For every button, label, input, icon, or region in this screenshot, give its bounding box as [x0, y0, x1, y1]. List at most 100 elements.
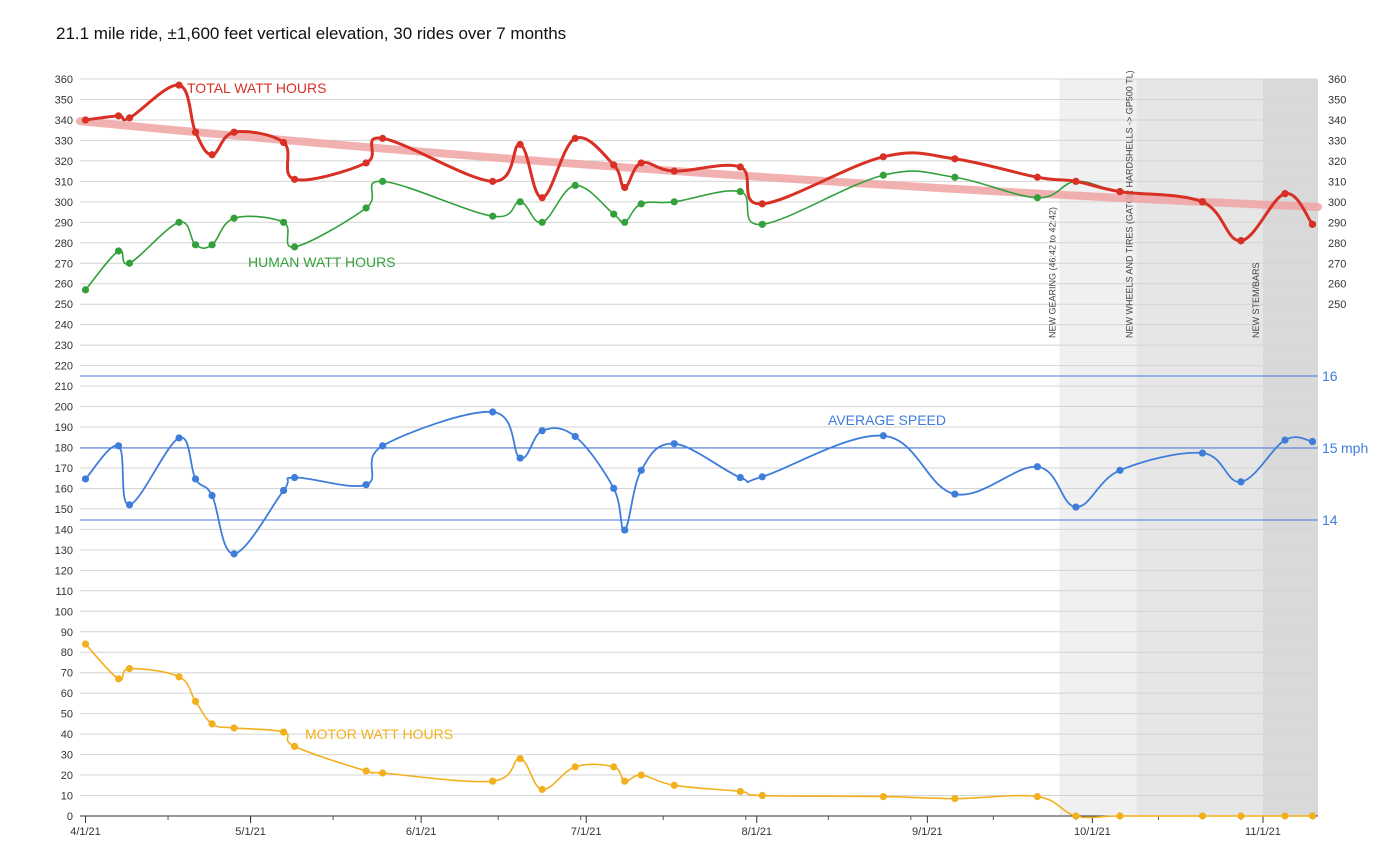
y-tick-label: 250	[55, 299, 73, 311]
data-point-total-watt-hours	[114, 112, 123, 120]
y2-tick-label: 270	[1328, 258, 1346, 270]
data-point-motor-watt-hours	[175, 673, 183, 681]
data-point-average-speed	[230, 550, 238, 558]
y-tick-label: 290	[55, 217, 73, 229]
data-point-average-speed	[879, 432, 887, 440]
data-point-total-watt-hours	[571, 134, 579, 142]
data-point-average-speed	[538, 427, 546, 435]
data-point-total-watt-hours	[279, 138, 288, 147]
y-tick-label: 210	[55, 381, 73, 393]
y2-tick-label: 260	[1328, 279, 1346, 291]
y-tick-label: 260	[55, 279, 73, 291]
data-point-motor-watt-hours	[637, 771, 645, 779]
data-point-total-watt-hours	[208, 151, 216, 159]
data-point-motor-watt-hours	[736, 787, 744, 796]
data-point-human-watt-hours	[516, 198, 524, 206]
data-point-motor-watt-hours	[758, 791, 766, 800]
data-point-total-watt-hours	[230, 128, 238, 136]
data-point-total-watt-hours	[1033, 173, 1041, 181]
data-point-average-speed	[1237, 478, 1245, 486]
data-point-total-watt-hours	[1308, 220, 1317, 228]
data-point-total-watt-hours	[1198, 198, 1207, 206]
data-point-total-watt-hours	[125, 114, 134, 122]
data-point-average-speed	[191, 475, 200, 483]
y-tick-label: 80	[61, 647, 73, 659]
data-point-human-watt-hours	[670, 198, 678, 206]
speed-unit-label: mph	[1341, 440, 1368, 456]
y-tick-label: 20	[61, 770, 73, 782]
y-tick-label: 350	[55, 94, 73, 106]
y-tick-label: 160	[55, 483, 73, 495]
x-tick-label: 5/1/21	[235, 826, 266, 838]
y2-tick-label: 280	[1328, 238, 1346, 250]
data-point-motor-watt-hours	[670, 781, 678, 789]
data-point-human-watt-hours	[951, 173, 959, 181]
data-point-average-speed	[362, 481, 370, 489]
data-point-average-speed	[610, 484, 618, 492]
data-point-human-watt-hours	[538, 218, 546, 226]
y-tick-label: 170	[55, 463, 73, 475]
data-point-total-watt-hours	[489, 177, 497, 185]
x-tick-label: 4/1/21	[70, 826, 101, 838]
y-tick-label: 240	[55, 320, 73, 332]
data-point-average-speed	[379, 442, 387, 450]
series-label-motor-watt-hours: MOTOR WATT HOURS	[305, 726, 453, 742]
y2-tick-label: 350	[1328, 94, 1346, 106]
data-point-motor-watt-hours	[489, 777, 497, 785]
speed-tick-label: 15	[1322, 440, 1338, 456]
data-point-average-speed	[290, 473, 299, 482]
y-tick-label: 330	[55, 135, 73, 147]
data-point-human-watt-hours	[736, 187, 744, 196]
data-point-human-watt-hours	[758, 220, 766, 228]
data-point-total-watt-hours	[362, 159, 370, 167]
chart-title: 21.1 mile ride, ±1,600 feet vertical ele…	[56, 24, 567, 43]
data-point-total-watt-hours	[736, 163, 744, 171]
data-point-motor-watt-hours	[621, 777, 629, 785]
speed-tick-label: 16	[1322, 368, 1338, 384]
data-point-human-watt-hours	[230, 214, 238, 222]
y2-tick-label: 360	[1328, 74, 1346, 86]
data-point-total-watt-hours	[670, 167, 678, 175]
data-point-motor-watt-hours	[362, 767, 370, 775]
data-point-motor-watt-hours	[290, 742, 299, 750]
y2-tick-label: 330	[1328, 135, 1346, 147]
data-point-average-speed	[758, 473, 766, 481]
data-point-motor-watt-hours	[114, 675, 123, 683]
series-label-total-watt-hours: TOTAL WATT HOURS	[187, 80, 327, 96]
data-point-human-watt-hours	[637, 200, 645, 208]
data-point-human-watt-hours	[208, 241, 216, 249]
y-tick-label: 220	[55, 361, 73, 373]
y-tick-label: 70	[61, 668, 73, 680]
data-point-average-speed	[175, 434, 183, 442]
y-tick-label: 310	[55, 176, 73, 188]
y-tick-label: 360	[55, 74, 73, 86]
data-point-average-speed	[81, 475, 90, 483]
y-tick-label: 120	[55, 565, 73, 577]
data-point-human-watt-hours	[621, 218, 629, 226]
annotation-label: NEW STEM/BARS	[1251, 262, 1261, 338]
series-label-human-watt-hours: HUMAN WATT HOURS	[248, 254, 396, 270]
y-tick-label: 200	[55, 402, 73, 414]
data-point-total-watt-hours	[879, 153, 887, 161]
x-tick-label: 11/1/21	[1245, 826, 1281, 838]
y2-tick-label: 340	[1328, 115, 1346, 127]
data-point-total-watt-hours	[1072, 177, 1080, 185]
data-point-human-watt-hours	[1033, 194, 1041, 202]
data-point-human-watt-hours	[362, 204, 370, 212]
data-point-total-watt-hours	[538, 194, 546, 202]
x-tick-label: 6/1/21	[406, 826, 437, 838]
data-point-average-speed	[489, 408, 497, 416]
data-point-average-speed	[1198, 449, 1207, 457]
data-point-average-speed	[1072, 503, 1080, 511]
y-tick-label: 90	[61, 627, 73, 639]
x-tick-label: 9/1/21	[912, 826, 943, 838]
data-point-average-speed	[1308, 437, 1317, 446]
data-point-motor-watt-hours	[1033, 792, 1041, 801]
data-point-human-watt-hours	[610, 210, 618, 218]
data-point-motor-watt-hours	[279, 728, 288, 736]
y-tick-label: 230	[55, 340, 73, 352]
x-tick-label: 8/1/21	[741, 826, 772, 838]
y-tick-label: 130	[55, 545, 73, 557]
y2-tick-label: 320	[1328, 156, 1346, 168]
data-point-human-watt-hours	[114, 247, 123, 255]
